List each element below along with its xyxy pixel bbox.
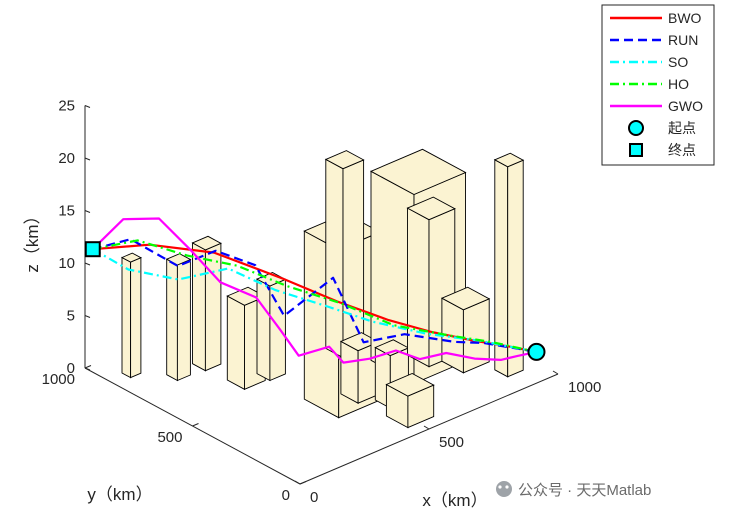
z-tick-mark [84, 105, 91, 108]
building-face [462, 298, 490, 374]
building-face [121, 256, 132, 379]
z-tick-label: 15 [58, 203, 75, 220]
x-tick-label: 500 [439, 434, 464, 451]
series-line-gwo [91, 217, 537, 364]
watermark-text: 公众号 · 天天Matlab [518, 482, 651, 499]
axes-layer: 0 5 10 15 20 25 z（km） 0 500 1000 y（km） 0 500 1000 x（km… [23, 98, 601, 511]
building [165, 253, 192, 382]
legend-box [601, 4, 715, 166]
building [324, 150, 365, 359]
y-axis-label: y（km） [87, 485, 152, 504]
building-top [385, 373, 435, 397]
z-tick-mark [84, 315, 91, 318]
x-tick-label: 0 [310, 489, 318, 506]
building-face [507, 159, 524, 378]
building [120, 252, 142, 379]
building-face [340, 340, 359, 404]
building-top [120, 252, 142, 263]
building-top [191, 235, 222, 251]
building-face [226, 295, 245, 391]
legend-label-gwo: GWO [668, 98, 703, 114]
z-tick-label: 25 [58, 98, 75, 115]
markers-layer [84, 241, 546, 361]
building-face [256, 278, 271, 382]
buildings-layer [120, 148, 525, 429]
z-tick-mark [84, 262, 91, 266]
building-face [192, 242, 206, 372]
z-axis-label: z（km） [23, 207, 42, 272]
z-tick-mark [84, 157, 91, 161]
legend-label-bwo: BWO [668, 10, 702, 26]
building-top [324, 150, 365, 170]
legend-label-start: 起点 [668, 120, 696, 136]
series-line-so [92, 248, 537, 353]
building-face [130, 257, 142, 379]
building-top [493, 152, 525, 168]
y-tick-label: 0 [282, 487, 290, 504]
building-top [374, 339, 410, 357]
legend-label-ho: HO [668, 76, 689, 92]
building [385, 373, 435, 429]
x-tick-mark [423, 425, 430, 430]
building-top [369, 148, 467, 195]
y-tick-label: 500 [157, 429, 182, 446]
z-tick-label: 10 [58, 255, 75, 272]
legend-swatch-end [629, 143, 643, 157]
building-face [407, 207, 430, 368]
x-tick-mark [294, 480, 301, 485]
legend-swatch-start [628, 120, 644, 136]
x-axis-label: x（km） [422, 491, 487, 510]
x-tick-label: 1000 [568, 379, 601, 396]
z-tick-label: 0 [67, 360, 75, 377]
z-tick-label: 5 [67, 308, 75, 325]
watermark: 公众号 · 天天Matlab [496, 481, 651, 499]
end-marker [84, 241, 101, 258]
building-top [406, 196, 456, 221]
legend-label-end: 终点 [668, 142, 696, 158]
legend-label-run: RUN [668, 32, 698, 48]
x-tick-mark [552, 370, 559, 375]
legend-label-so: SO [668, 54, 688, 70]
start-marker [527, 342, 546, 361]
wechat-icon [496, 481, 512, 497]
z-tick-mark [84, 210, 91, 213]
z-tick-label: 20 [58, 150, 75, 167]
building-face [204, 242, 222, 372]
y-tick-mark [192, 423, 199, 427]
y-tick-label: 1000 [42, 371, 75, 388]
series-line-run [92, 238, 537, 353]
building-face [325, 158, 344, 359]
y-tick-mark [84, 365, 92, 369]
paths-layer [91, 217, 537, 364]
building-face [342, 159, 365, 359]
series-line-ho [92, 239, 537, 353]
building [493, 152, 525, 378]
building-top [440, 286, 491, 311]
